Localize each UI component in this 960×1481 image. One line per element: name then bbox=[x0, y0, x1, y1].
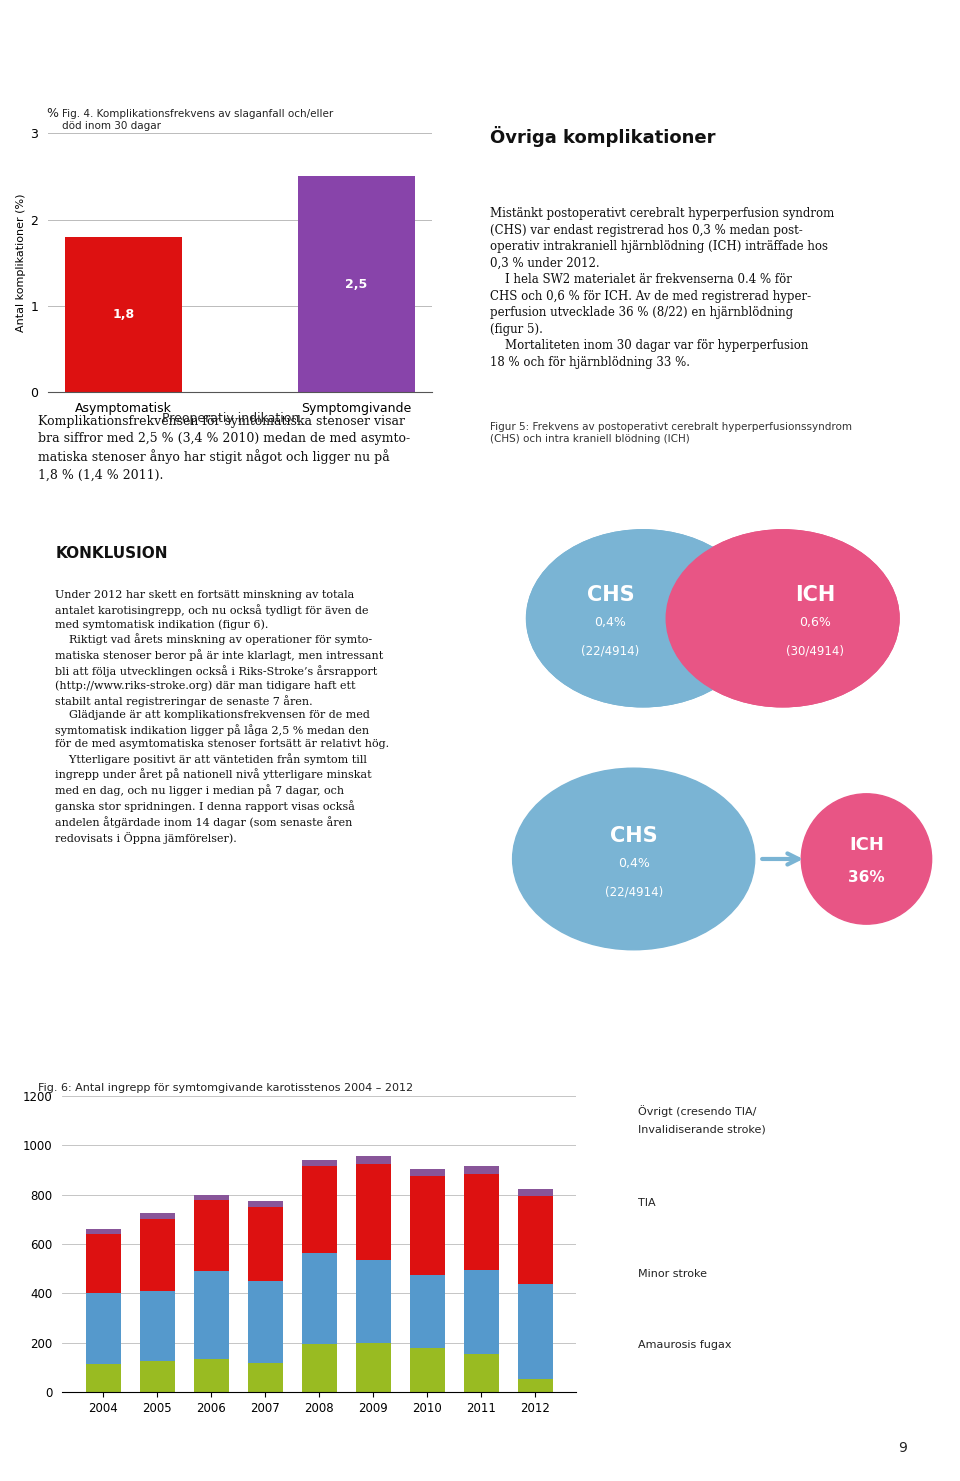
Ellipse shape bbox=[802, 794, 931, 924]
Text: %: % bbox=[46, 107, 58, 120]
Bar bbox=[410, 1169, 444, 1176]
Bar bbox=[517, 1284, 553, 1379]
Text: 0,6%: 0,6% bbox=[800, 616, 831, 629]
Bar bbox=[85, 1364, 121, 1392]
Ellipse shape bbox=[513, 769, 755, 949]
Bar bbox=[301, 1160, 337, 1167]
Ellipse shape bbox=[666, 530, 899, 706]
Text: ICH: ICH bbox=[849, 835, 884, 855]
Text: 0,4%: 0,4% bbox=[594, 616, 626, 629]
Text: död inom 30 dagar: död inom 30 dagar bbox=[62, 121, 161, 130]
Bar bbox=[355, 1260, 391, 1343]
Ellipse shape bbox=[526, 530, 759, 706]
Bar bbox=[410, 1275, 444, 1348]
Bar bbox=[355, 1164, 391, 1260]
Bar bbox=[140, 1213, 175, 1219]
Ellipse shape bbox=[526, 530, 759, 706]
Bar bbox=[410, 1176, 444, 1275]
Bar bbox=[194, 1271, 228, 1360]
Text: 36%: 36% bbox=[848, 871, 885, 886]
Bar bbox=[140, 1291, 175, 1361]
Bar bbox=[464, 1167, 498, 1173]
Text: Amaurosis fugax: Amaurosis fugax bbox=[638, 1340, 732, 1351]
Text: Fig. 4. Komplikationsfrekvens av slaganfall och/eller: Fig. 4. Komplikationsfrekvens av slaganf… bbox=[62, 110, 334, 118]
Text: Fig. 6: Antal ingrepp för symtomgivande karotisstenos 2004 – 2012: Fig. 6: Antal ingrepp för symtomgivande … bbox=[38, 1083, 414, 1093]
Bar bbox=[85, 1229, 121, 1234]
Bar bbox=[410, 1348, 444, 1392]
Bar bbox=[248, 1201, 283, 1207]
Bar bbox=[194, 1360, 228, 1392]
Text: 2,5: 2,5 bbox=[346, 278, 368, 290]
Text: CHS: CHS bbox=[587, 585, 635, 606]
Text: 0,4%: 0,4% bbox=[617, 857, 650, 871]
Text: Mistänkt postoperativt cerebralt hyperperfusion syndrom
(CHS) var endast registr: Mistänkt postoperativt cerebralt hyperpe… bbox=[490, 207, 834, 369]
Bar bbox=[248, 1281, 283, 1363]
Bar bbox=[301, 1167, 337, 1253]
Bar bbox=[248, 1363, 283, 1392]
Bar bbox=[464, 1269, 498, 1354]
Text: (30/4914): (30/4914) bbox=[786, 644, 844, 658]
Text: CHS: CHS bbox=[610, 826, 658, 846]
Text: Under 2012 har skett en fortsätt minskning av totala
antalet karotisingrepp, och: Under 2012 har skett en fortsätt minskni… bbox=[56, 589, 390, 844]
Text: Minor stroke: Minor stroke bbox=[638, 1269, 708, 1280]
Text: (22/4914): (22/4914) bbox=[605, 886, 662, 897]
Bar bbox=[194, 1200, 228, 1271]
Y-axis label: Antal komplikationer (%): Antal komplikationer (%) bbox=[16, 194, 26, 332]
Text: KONKLUSION: KONKLUSION bbox=[56, 546, 168, 561]
Text: TIA: TIA bbox=[638, 1198, 656, 1208]
Bar bbox=[301, 1345, 337, 1392]
Bar bbox=[140, 1219, 175, 1291]
Text: Figur 5: Frekvens av postoperativt cerebralt hyperperfusionssyndrom
(CHS) och in: Figur 5: Frekvens av postoperativt cereb… bbox=[490, 422, 852, 444]
Bar bbox=[140, 1361, 175, 1392]
Bar bbox=[464, 1354, 498, 1392]
Bar bbox=[517, 1379, 553, 1392]
Text: (22/4914): (22/4914) bbox=[581, 644, 639, 658]
Bar bbox=[194, 1195, 228, 1200]
Bar bbox=[517, 1197, 553, 1284]
Text: 9: 9 bbox=[898, 1441, 907, 1456]
Bar bbox=[355, 1157, 391, 1164]
Bar bbox=[517, 1188, 553, 1197]
Text: Komplikationsfrekvensen för symtomatiska stenoser visar
bra siffror med 2,5 % (3: Komplikationsfrekvensen för symtomatiska… bbox=[38, 415, 411, 481]
Text: ICH: ICH bbox=[795, 585, 835, 606]
Bar bbox=[85, 1293, 121, 1364]
Ellipse shape bbox=[666, 530, 899, 706]
Text: Invalidiserande stroke): Invalidiserande stroke) bbox=[638, 1124, 766, 1134]
Bar bbox=[248, 1207, 283, 1281]
Bar bbox=[65, 237, 181, 392]
Bar bbox=[355, 1343, 391, 1392]
Text: Övrigt (cresendo TIA/: Övrigt (cresendo TIA/ bbox=[638, 1105, 756, 1117]
Bar bbox=[299, 176, 415, 392]
Text: Preoperativ indikation: Preoperativ indikation bbox=[162, 412, 299, 425]
Bar bbox=[85, 1234, 121, 1293]
Bar bbox=[464, 1173, 498, 1269]
Text: 1,8: 1,8 bbox=[112, 308, 134, 321]
Text: Övriga komplikationer: Övriga komplikationer bbox=[490, 126, 715, 147]
Bar bbox=[301, 1253, 337, 1345]
